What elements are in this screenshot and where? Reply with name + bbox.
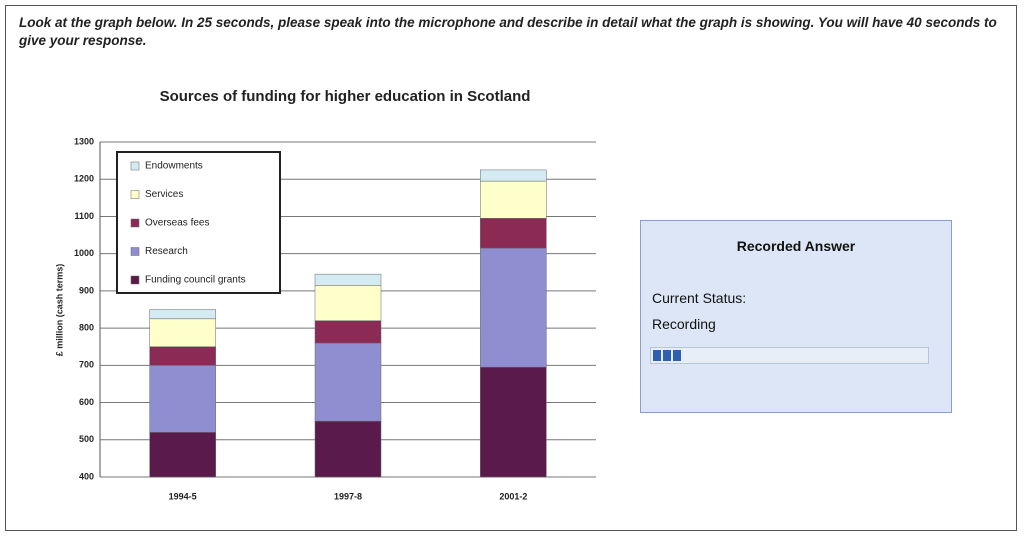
legend-label: Funding council grants [145, 275, 246, 286]
bar-segment [149, 309, 216, 320]
bar-segment [480, 366, 547, 478]
status-label: Current Status: [652, 290, 747, 306]
bar-segment [480, 169, 547, 182]
progress-bar [650, 347, 929, 364]
y-axis-label: £ million (cash terms) [54, 264, 64, 357]
legend-label: Services [145, 189, 183, 200]
y-tick-label: 1000 [74, 248, 94, 258]
legend-swatch [130, 247, 140, 256]
bar-segment [480, 247, 547, 368]
bar-segment [480, 218, 547, 249]
bar-segment [314, 420, 382, 478]
y-tick-label: 600 [79, 397, 94, 407]
bar-segment [149, 318, 216, 347]
y-tick-label: 1200 [74, 174, 94, 184]
x-tick-label: 1994-5 [169, 491, 197, 501]
y-tick-label: 1100 [74, 211, 94, 221]
legend-box [116, 151, 281, 294]
y-tick-label: 800 [79, 322, 94, 332]
x-tick-label: 2001-2 [499, 491, 527, 501]
legend-swatch [130, 275, 140, 285]
bar-segment [149, 365, 216, 433]
panel-title: Recorded Answer [736, 238, 856, 254]
legend-swatch [130, 190, 140, 199]
bar-segment [149, 432, 216, 478]
bar-segment [480, 180, 547, 219]
y-tick-label: 400 [79, 471, 94, 481]
legend-label: Research [145, 246, 188, 257]
legend-label: Overseas fees [145, 218, 209, 229]
y-tick-label: 500 [79, 434, 94, 444]
legend-label: Endowments [145, 161, 203, 172]
legend-swatch [130, 161, 140, 171]
bar-segment [314, 320, 382, 344]
y-tick-label: 700 [79, 360, 94, 370]
y-tick-label: 900 [79, 285, 94, 295]
recorded-answer-panel: Recorded Answer Current Status: Recordin… [640, 220, 952, 413]
instruction: Look at the graph below. In 25 seconds, … [19, 15, 997, 48]
y-tick-label: 1300 [74, 136, 94, 146]
bar-segment [314, 285, 382, 321]
bar-segment [314, 273, 382, 286]
chart: Sources of funding for higher education … [54, 88, 596, 501]
chart-title: Sources of funding for higher education … [160, 88, 531, 105]
bar-segment [314, 342, 382, 422]
bar-segment [149, 346, 216, 366]
legend-swatch [130, 218, 140, 228]
status: Recording [652, 316, 716, 332]
frame [5, 5, 1017, 531]
x-tick-label: 1997-8 [334, 491, 362, 501]
